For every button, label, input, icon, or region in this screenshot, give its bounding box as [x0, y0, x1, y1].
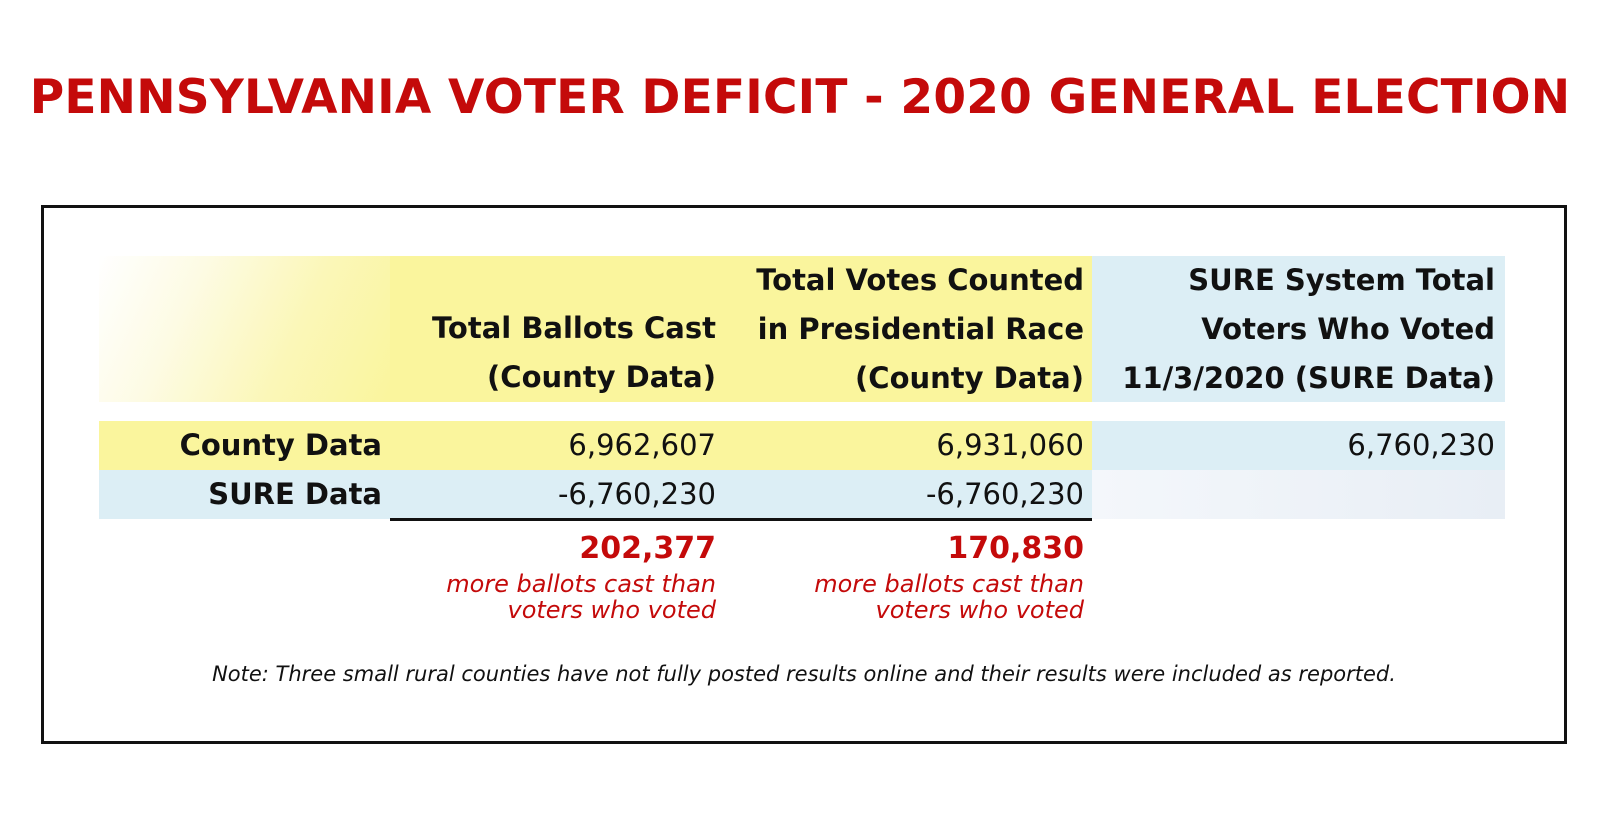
header-sure-total: SURE System Total Voters Who Voted 11/3/… [1100, 256, 1495, 403]
deficit-votes-note: more ballots cast than voters who voted [740, 571, 1084, 623]
row-label-county: County Data [179, 428, 382, 462]
county-votes-value: 6,931,060 [936, 428, 1084, 462]
deficit-note-line: voters who voted [875, 596, 1084, 624]
header-total-ballots: Total Ballots Cast (County Data) [390, 304, 716, 402]
header-line: in Presidential Race [757, 312, 1084, 346]
county-row-sure-cell [1092, 421, 1505, 470]
header-line: Total Ballots Cast [432, 311, 716, 345]
header-line: 11/3/2020 (SURE Data) [1122, 361, 1495, 395]
county-row-band [99, 421, 1092, 470]
header-line: Total Votes Counted [756, 263, 1084, 297]
header-line: SURE System Total [1188, 263, 1495, 297]
deficit-votes-value: 170,830 [947, 531, 1084, 566]
header-total-votes: Total Votes Counted in Presidential Race… [740, 256, 1084, 403]
page-title: PENNSYLVANIA VOTER DEFICIT - 2020 GENERA… [29, 70, 1571, 125]
sum-divider-line [390, 518, 1092, 521]
sure-votes-value: -6,760,230 [925, 477, 1084, 511]
footnote: Note: Three small rural counties have no… [212, 662, 1396, 686]
header-yellow-band [390, 256, 1092, 402]
deficit-note-line: more ballots cast than [446, 570, 716, 598]
county-ballots-value: 6,962,607 [568, 428, 716, 462]
header-line: Voters Who Voted [1201, 312, 1495, 346]
sure-row-band [99, 470, 1092, 519]
header-line: (County Data) [855, 361, 1084, 395]
sure-row-empty-cell [1092, 470, 1505, 519]
deficit-ballots-note: more ballots cast than voters who voted [390, 571, 716, 623]
county-sure-value: 6,760,230 [1347, 428, 1495, 462]
sure-ballots-value: -6,760,230 [557, 477, 716, 511]
header-blank-cell [99, 256, 390, 402]
deficit-note-line: more ballots cast than [814, 570, 1084, 598]
header-line: (County Data) [487, 360, 716, 394]
deficit-note-line: voters who voted [507, 596, 716, 624]
deficit-ballots-value: 202,377 [579, 531, 716, 566]
row-label-sure: SURE Data [208, 477, 382, 511]
header-blue-band [1092, 256, 1505, 402]
